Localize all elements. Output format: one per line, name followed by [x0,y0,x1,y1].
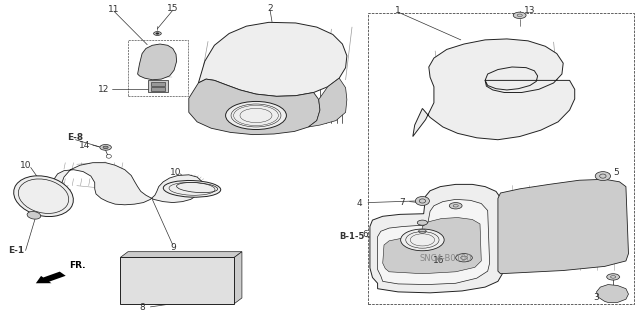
Bar [120,257,234,304]
Text: 9: 9 [170,243,175,252]
Ellipse shape [449,203,462,209]
Text: 14: 14 [79,141,90,150]
Text: 12: 12 [98,85,109,94]
Bar [128,40,188,96]
Text: 5: 5 [613,168,618,177]
Polygon shape [413,39,575,140]
Ellipse shape [415,197,429,205]
Text: 16: 16 [433,256,444,265]
Text: 15: 15 [167,4,179,13]
Text: 2: 2 [268,4,273,13]
Ellipse shape [607,274,620,280]
Polygon shape [308,78,347,127]
Text: 13: 13 [524,6,536,15]
Text: 11: 11 [108,5,120,14]
Bar [151,82,165,86]
Ellipse shape [156,33,159,34]
Polygon shape [120,252,242,257]
Ellipse shape [595,172,611,181]
Polygon shape [138,44,177,80]
Polygon shape [378,199,490,285]
Ellipse shape [226,101,287,130]
Text: E-1: E-1 [8,246,24,255]
Text: 1: 1 [396,6,401,15]
Text: 4: 4 [357,199,362,208]
Ellipse shape [401,229,444,251]
Ellipse shape [13,176,74,217]
Text: SNC4-B0100: SNC4-B0100 [419,254,472,263]
Text: 10: 10 [170,168,182,177]
FancyArrow shape [36,271,66,283]
Text: E-8: E-8 [67,133,84,142]
Ellipse shape [456,254,472,262]
Polygon shape [234,252,242,304]
Polygon shape [54,163,204,205]
Text: FR.: FR. [69,261,86,270]
Ellipse shape [163,181,221,197]
Text: B-1-5: B-1-5 [339,232,365,241]
Ellipse shape [513,12,526,19]
Text: 6: 6 [362,230,367,239]
Polygon shape [370,184,502,293]
Bar [368,13,634,304]
Ellipse shape [27,211,41,219]
Polygon shape [189,79,320,135]
Ellipse shape [103,146,108,149]
Polygon shape [498,179,628,274]
Polygon shape [198,22,347,96]
Polygon shape [596,285,628,302]
Text: 8: 8 [140,303,145,312]
Text: 3: 3 [594,293,599,302]
Bar [151,87,165,91]
Polygon shape [383,218,481,274]
Text: 10: 10 [20,161,31,170]
Bar [148,80,168,92]
Ellipse shape [100,145,111,150]
Ellipse shape [154,32,161,35]
Text: 7: 7 [399,198,404,207]
Ellipse shape [419,229,426,233]
Ellipse shape [417,220,428,225]
